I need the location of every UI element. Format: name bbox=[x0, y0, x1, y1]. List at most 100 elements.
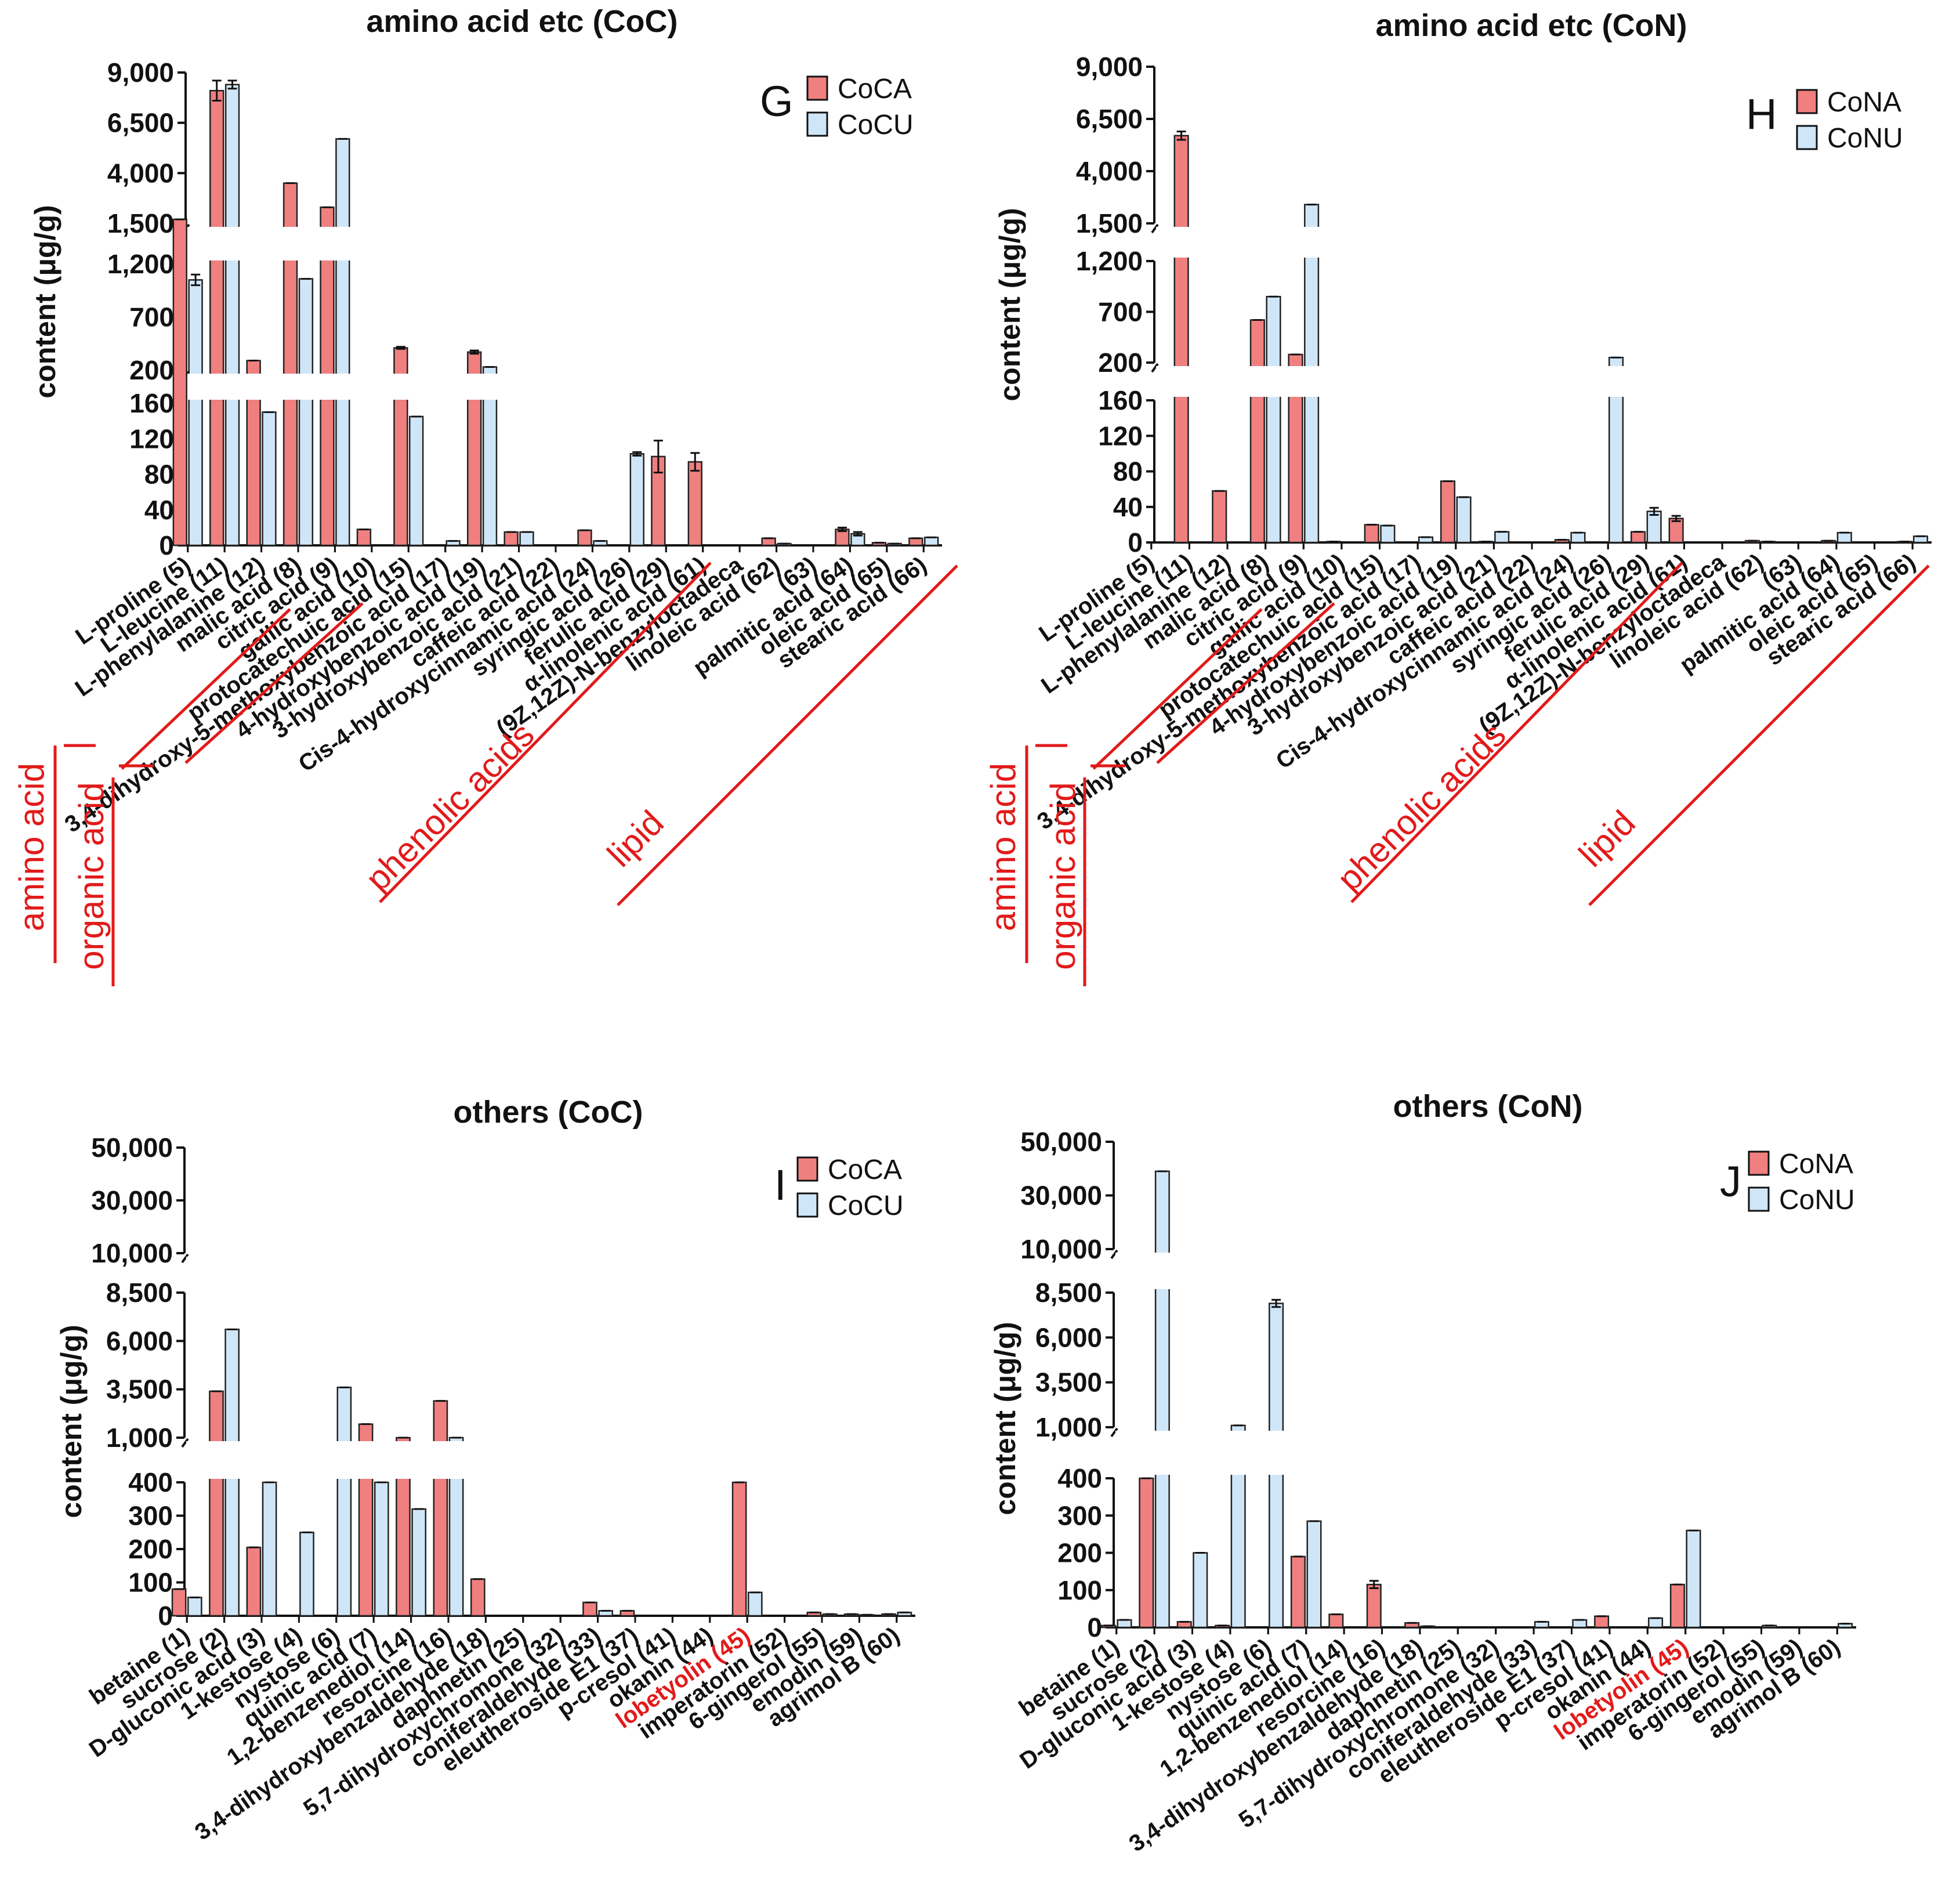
panel-label: I bbox=[774, 1161, 787, 1209]
bar-conu bbox=[1570, 531, 1586, 544]
y-tick-label: 80 bbox=[1113, 457, 1143, 487]
chart-title: amino acid etc (CoC) bbox=[366, 4, 678, 39]
group-label: amino acid bbox=[12, 763, 51, 931]
axis-break-mark bbox=[181, 1438, 189, 1448]
bar-conu bbox=[1380, 524, 1396, 544]
bar-cona bbox=[1139, 1477, 1154, 1629]
axis-break-mark bbox=[1151, 223, 1159, 234]
axis-break-gap bbox=[1115, 1253, 1858, 1289]
bar-cocu bbox=[262, 1481, 277, 1617]
chart-title: others (CoN) bbox=[1393, 1089, 1583, 1124]
y-tick-label: 400 bbox=[1057, 1463, 1102, 1493]
group-label: phenolic acids bbox=[358, 715, 541, 898]
y-tick-label: 9,000 bbox=[107, 57, 174, 88]
chart-panel-h: amino acid etc (CoN) content (μg/g) 0 40 80 1… bbox=[994, 8, 1933, 835]
legend-label: CoCA bbox=[828, 1155, 902, 1185]
axis-break-mark bbox=[1110, 1427, 1118, 1438]
y-tick-label: 1,000 bbox=[106, 1423, 173, 1453]
y-tick-label: 100 bbox=[128, 1568, 173, 1598]
y-tick-label: 8,500 bbox=[106, 1278, 173, 1308]
legend-label: CoNA bbox=[1827, 87, 1901, 118]
bar-cona bbox=[1249, 319, 1265, 544]
y-axis-label: content (μg/g) bbox=[989, 1322, 1021, 1515]
axis-break-gap bbox=[1156, 227, 1933, 258]
group-bracket-line bbox=[1350, 562, 1683, 903]
y-tick-label: 1,500 bbox=[107, 208, 174, 238]
y-tick-label: 1,200 bbox=[1076, 246, 1143, 276]
bar-conu bbox=[1193, 1552, 1208, 1629]
y-tick-label: 0 bbox=[1128, 527, 1143, 558]
bar-conu bbox=[1306, 1520, 1322, 1629]
axis-break-gap bbox=[186, 1441, 917, 1479]
axis-break-mark bbox=[1151, 363, 1159, 373]
group-label: phenolic acids bbox=[1329, 715, 1513, 898]
y-axis-label: content (μg/g) bbox=[29, 205, 61, 398]
bar-cona bbox=[1440, 480, 1456, 544]
y-tick-label: 300 bbox=[128, 1501, 173, 1531]
bar-coca bbox=[577, 529, 592, 547]
y-tick-label: 50,000 bbox=[1020, 1127, 1102, 1157]
bar-conu bbox=[1686, 1529, 1701, 1629]
y-tick-label: 160 bbox=[129, 388, 174, 418]
bar-cocu bbox=[374, 1481, 389, 1617]
y-tick-label: 30,000 bbox=[91, 1185, 173, 1215]
bar-cona bbox=[1212, 490, 1227, 544]
y-tick-label: 400 bbox=[128, 1467, 173, 1497]
group-bracket-line bbox=[379, 562, 712, 903]
y-tick-label: 160 bbox=[1098, 385, 1143, 415]
bar-cocu bbox=[336, 1387, 352, 1617]
y-tick-label: 6,500 bbox=[1076, 104, 1143, 134]
bar-cona bbox=[1173, 135, 1189, 544]
panel-label: H bbox=[1746, 90, 1777, 138]
bar-coca bbox=[171, 1588, 187, 1617]
group-bracket-line bbox=[1588, 565, 1930, 906]
panel-label: G bbox=[760, 77, 794, 125]
axis-break-mark bbox=[1110, 1249, 1118, 1260]
bar-cona bbox=[1366, 1583, 1382, 1629]
bar-cocu bbox=[298, 278, 314, 547]
bar-cona bbox=[1669, 1583, 1685, 1629]
legend-swatch-cocu bbox=[806, 111, 828, 137]
y-tick-label: 120 bbox=[1098, 421, 1143, 451]
axis-break-gap bbox=[1156, 366, 1933, 397]
y-tick-label: 300 bbox=[1057, 1500, 1102, 1530]
y-tick-label: 0 bbox=[159, 530, 174, 560]
axis-break-mark bbox=[181, 1253, 189, 1264]
legend-swatch-cona bbox=[1748, 1150, 1770, 1176]
legend-label: CoNU bbox=[1827, 123, 1903, 154]
legend-swatch-coca bbox=[796, 1156, 818, 1182]
y-tick-label: 10,000 bbox=[91, 1238, 173, 1268]
y-tick-label: 4,000 bbox=[107, 158, 174, 188]
y-tick-label: 6,500 bbox=[107, 108, 174, 138]
bar-coca bbox=[503, 531, 519, 547]
bar-coca bbox=[582, 1601, 597, 1617]
bar-cocu bbox=[187, 1597, 202, 1617]
group-bracket-line bbox=[184, 602, 364, 764]
bar-coca bbox=[209, 1390, 224, 1617]
legend-swatch-conu bbox=[1796, 125, 1818, 150]
bar-conu bbox=[1456, 496, 1472, 544]
y-axis-label: content (μg/g) bbox=[994, 208, 1026, 401]
bar-cocu bbox=[299, 1532, 314, 1617]
y-tick-label: 3,500 bbox=[106, 1374, 173, 1405]
bar-cocu bbox=[924, 536, 939, 547]
bar-cona bbox=[1594, 1615, 1610, 1629]
chart-panel-g: amino acid etc (CoC) content (μg/g) 0 40 80 1… bbox=[29, 4, 944, 838]
y-tick-label: 80 bbox=[144, 459, 174, 490]
y-tick-label: 3,500 bbox=[1035, 1367, 1102, 1398]
chart-panel-j: others (CoN) content (μg/g) 0 100 200 300 400 1… bbox=[989, 1089, 1858, 1857]
y-tick-label: 4,000 bbox=[1076, 156, 1143, 186]
bar-cona bbox=[1328, 1613, 1344, 1629]
bar-conu bbox=[1572, 1619, 1588, 1629]
bar-cocu bbox=[224, 84, 240, 547]
y-tick-label: 1,500 bbox=[1076, 208, 1143, 238]
bar-conu bbox=[1836, 531, 1852, 544]
axis-break-gap bbox=[1115, 1431, 1858, 1475]
bar-cocu bbox=[335, 138, 350, 547]
y-tick-label: 8,500 bbox=[1035, 1278, 1102, 1308]
y-tick-label: 30,000 bbox=[1020, 1181, 1102, 1211]
bar-cocu bbox=[409, 415, 424, 547]
bar-cocu bbox=[747, 1591, 763, 1617]
axis-break-gap bbox=[187, 374, 944, 400]
axis-break-gap bbox=[187, 227, 944, 260]
